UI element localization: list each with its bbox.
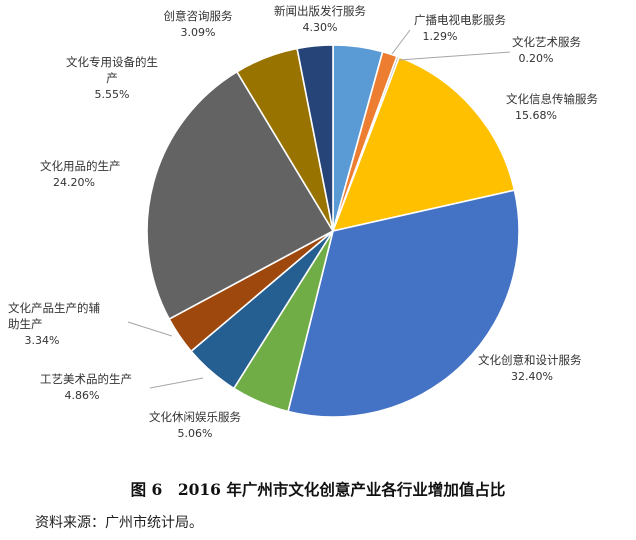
slice-percentage: 4.86% — [65, 389, 100, 402]
pie-slice — [331, 56, 516, 233]
slice-label: 文化创意和设计服务 — [478, 353, 582, 367]
slice-percentage: 5.55% — [95, 88, 130, 101]
slice-percentage: 3.34% — [25, 334, 60, 347]
slice-label: 文化专用设备的生产 — [66, 55, 158, 85]
slice-percentage: 0.20% — [519, 52, 554, 65]
slice-label: 文化产品生产的辅助生产 — [8, 301, 100, 331]
slice-label: 文化艺术服务 — [512, 35, 581, 49]
leader-line — [398, 51, 511, 61]
pie-slice — [146, 70, 335, 321]
slice-percentage: 24.20% — [53, 176, 95, 189]
slice-label: 文化用品的生产 — [40, 159, 121, 173]
leader-line — [127, 321, 173, 337]
figure-caption: 图 6 2016 年广州市文化创意产业各行业增加值占比 — [130, 480, 506, 499]
slice-percentage: 4.30% — [303, 21, 338, 34]
slice-percentage: 15.68% — [515, 109, 557, 122]
slice-label: 广播电视电影服务 — [414, 13, 506, 27]
slice-label: 文化休闲娱乐服务 — [149, 410, 241, 424]
slice-percentage: 1.29% — [423, 30, 458, 43]
slice-label: 创意咨询服务 — [164, 9, 233, 23]
pie-slice — [296, 44, 334, 232]
slice-percentage: 3.09% — [181, 26, 216, 39]
slice-label: 新闻出版发行服务 — [274, 4, 366, 18]
leader-line — [149, 377, 204, 389]
slice-percentage: 5.06% — [178, 427, 213, 440]
slice-percentage: 32.40% — [511, 370, 553, 383]
pie-chart: 新闻出版发行服务 4.30% 广播电视电影服务 1.29% 文化艺术服务 0.20% 文化信… — [8, 4, 598, 440]
slice-label: 工艺美术品的生产 — [40, 372, 132, 386]
slice-label: 文化信息传输服务 — [506, 92, 598, 106]
pie-slice — [287, 189, 520, 418]
leader-line — [391, 29, 411, 55]
source-note: 资料来源：广州市统计局。 — [35, 515, 203, 531]
